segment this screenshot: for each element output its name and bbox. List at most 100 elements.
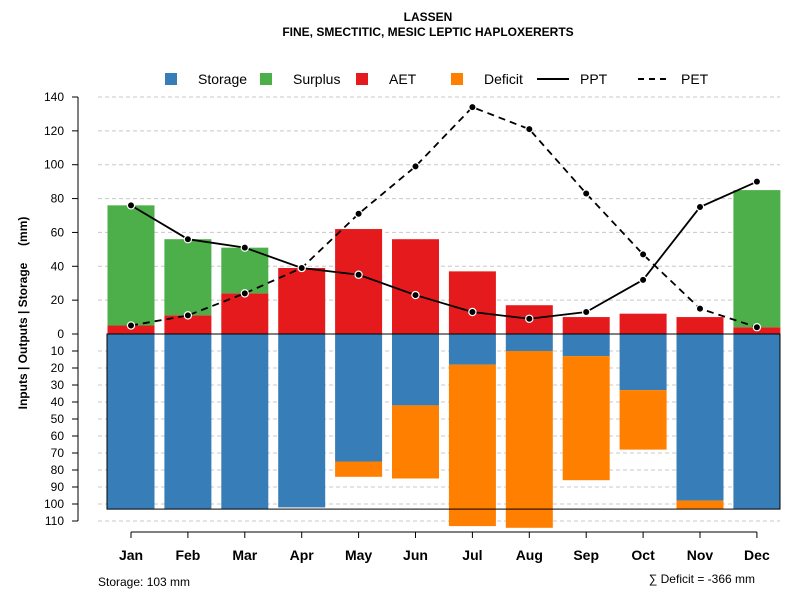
- y-tick-label: 100: [44, 158, 64, 172]
- storage-bar: [164, 334, 212, 510]
- storage-bar: [448, 334, 496, 365]
- x-tick-label: Oct: [631, 547, 655, 563]
- pet-line-point: [638, 250, 648, 259]
- y-tick-label: 110: [45, 514, 64, 528]
- pet-line-point: [354, 209, 363, 219]
- y-tick-label: 90: [51, 480, 65, 494]
- pet-line-point: [126, 321, 136, 330]
- deficit-bar: [505, 351, 553, 528]
- x-tick-label: Aug: [516, 547, 543, 563]
- pet-line-point: [411, 162, 420, 171]
- legend-label: Surplus: [293, 71, 340, 87]
- legend-swatch: [260, 73, 272, 85]
- x-tick-label: Jun: [403, 547, 428, 563]
- storage-bar: [335, 334, 383, 462]
- y-axis-label: Inputs | Outputs | Storage (mm): [16, 217, 30, 410]
- legend-label: PET: [681, 71, 709, 87]
- pet-line-point: [695, 304, 705, 313]
- storage-bar: [619, 334, 667, 391]
- surplus-bar: [107, 205, 155, 326]
- y-tick-label: 0: [57, 327, 64, 341]
- legend-label: AET: [389, 71, 417, 87]
- footer-deficit: ∑ Deficit = -366 mm: [649, 572, 755, 586]
- y-tick-label: 20: [51, 293, 65, 307]
- legend: Storage Surplus AET Deficit PPT PET: [165, 71, 709, 87]
- y-tick-label: 50: [51, 412, 65, 426]
- ppt-line: [130, 180, 758, 320]
- ppt-line-point: [354, 270, 363, 279]
- x-tick-label: Dec: [744, 547, 770, 563]
- ppt-line-point: [240, 243, 249, 252]
- x-tick-label: Apr: [290, 547, 315, 563]
- bars: [106, 190, 781, 528]
- storage-bar: [221, 334, 269, 510]
- storage-bar: [278, 334, 326, 508]
- storage-bar: [562, 334, 610, 357]
- y-tick-label: 100: [44, 497, 64, 511]
- y-tick-label: 40: [51, 395, 65, 409]
- storage-bar: [505, 334, 553, 351]
- aet-bar: [562, 317, 610, 334]
- x-tick-label: Sep: [573, 547, 599, 563]
- pet-line: [130, 106, 758, 329]
- storage-bar: [733, 334, 781, 510]
- aet-bar: [278, 267, 326, 334]
- y-tick-label: 120: [44, 124, 64, 138]
- aet-bar: [392, 239, 439, 334]
- ppt-line-point: [183, 234, 193, 244]
- deficit-bar: [619, 390, 667, 450]
- deficit-bar: [676, 500, 724, 510]
- deficit-bar: [335, 461, 383, 477]
- chart-subtitle: FINE, SMECTITIC, MESIC LEPTIC HAPLOXERER…: [282, 25, 573, 39]
- ppt-line-point: [582, 307, 591, 317]
- x-tick-label: Mar: [232, 547, 257, 563]
- pet-line-point: [468, 102, 477, 112]
- aet-bar: [107, 325, 155, 334]
- ppt-line-point: [126, 201, 136, 210]
- storage-bar: [676, 334, 724, 501]
- aet-bar: [164, 315, 212, 334]
- pet-line-point: [183, 311, 193, 320]
- legend-label: Storage: [198, 71, 247, 87]
- ppt-line-point: [752, 177, 762, 186]
- y-axis: 0 20 40 60 80 100 120 140 10 20 30 40 50 60 70 80 90 100 1…: [44, 90, 79, 528]
- surplus-bar: [164, 239, 212, 316]
- y-tick-label: 30: [51, 378, 65, 392]
- aet-bar: [335, 229, 383, 334]
- y-tick-label: 60: [51, 429, 65, 443]
- ppt-line-point: [695, 202, 705, 212]
- pet-line-point: [582, 189, 591, 198]
- ppt-line-point: [525, 314, 534, 323]
- storage-bar: [107, 334, 155, 510]
- y-tick-label: 20: [51, 361, 65, 375]
- deficit-bar: [392, 405, 439, 479]
- aet-bar: [676, 317, 724, 334]
- x-axis: Jan Feb Mar Apr May Jun Jul Aug Sep Oct Nov Dec: [119, 531, 770, 563]
- y-tick-label: 60: [51, 225, 65, 239]
- y-tick-label: 10: [51, 344, 65, 358]
- deficit-bar: [448, 364, 496, 527]
- lines: [126, 102, 762, 332]
- aet-bar: [448, 271, 496, 334]
- pet-line-point: [752, 323, 762, 332]
- deficit-bar: [562, 356, 610, 481]
- legend-label: PPT: [580, 71, 608, 87]
- footer-storage: Storage: 103 mm: [98, 575, 190, 589]
- x-tick-label: Nov: [687, 547, 714, 563]
- ppt-line-point: [468, 307, 477, 317]
- x-tick-label: May: [345, 547, 372, 563]
- legend-swatch: [356, 73, 368, 85]
- storage-bar: [392, 334, 439, 406]
- x-tick-label: Jan: [119, 547, 143, 563]
- y-tick-label: 80: [51, 192, 65, 206]
- ppt-line-point: [297, 263, 306, 273]
- legend-label: Deficit: [484, 71, 523, 87]
- y-tick-label: 40: [51, 259, 65, 273]
- ppt-line-point: [638, 275, 648, 285]
- pet-line-point: [525, 124, 534, 134]
- chart-title: LASSEN: [404, 10, 453, 24]
- legend-swatch: [451, 73, 463, 85]
- x-tick-label: Feb: [175, 547, 200, 563]
- storage-capacity-box: [106, 333, 781, 510]
